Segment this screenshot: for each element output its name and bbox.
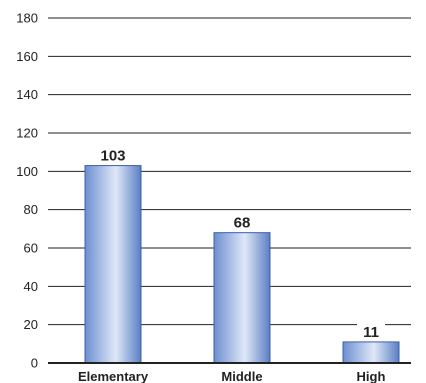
x-axis-category-labels: Elementary Middle High <box>78 369 386 383</box>
y-tick-label: 40 <box>24 279 38 294</box>
x-category-label: Elementary <box>78 369 149 383</box>
y-tick-label: 120 <box>16 126 38 141</box>
y-tick-label: 80 <box>24 202 38 217</box>
y-tick-label: 100 <box>16 164 38 179</box>
data-label: 68 <box>234 215 251 232</box>
y-tick-label: 60 <box>24 241 38 256</box>
data-label-background <box>94 145 132 164</box>
bar <box>213 232 271 364</box>
data-label-background <box>357 321 385 340</box>
x-category-label: High <box>357 369 386 383</box>
data-label-background <box>228 212 256 231</box>
y-tick-label: 180 <box>16 11 38 26</box>
x-category-label: Middle <box>221 369 262 383</box>
data-label: 103 <box>100 148 125 165</box>
data-label: 11 <box>363 324 379 341</box>
y-tick-label: 140 <box>16 87 38 102</box>
data-labels: 103 68 11 <box>94 145 385 341</box>
y-axis-tick-labels: 0 20 40 60 80 100 120 140 160 180 <box>16 11 38 371</box>
bar <box>84 165 142 364</box>
y-tick-label: 0 <box>31 356 38 371</box>
y-tick-label: 160 <box>16 49 38 64</box>
y-tick-label: 20 <box>24 317 38 332</box>
bar <box>342 341 400 364</box>
bars <box>84 165 400 364</box>
